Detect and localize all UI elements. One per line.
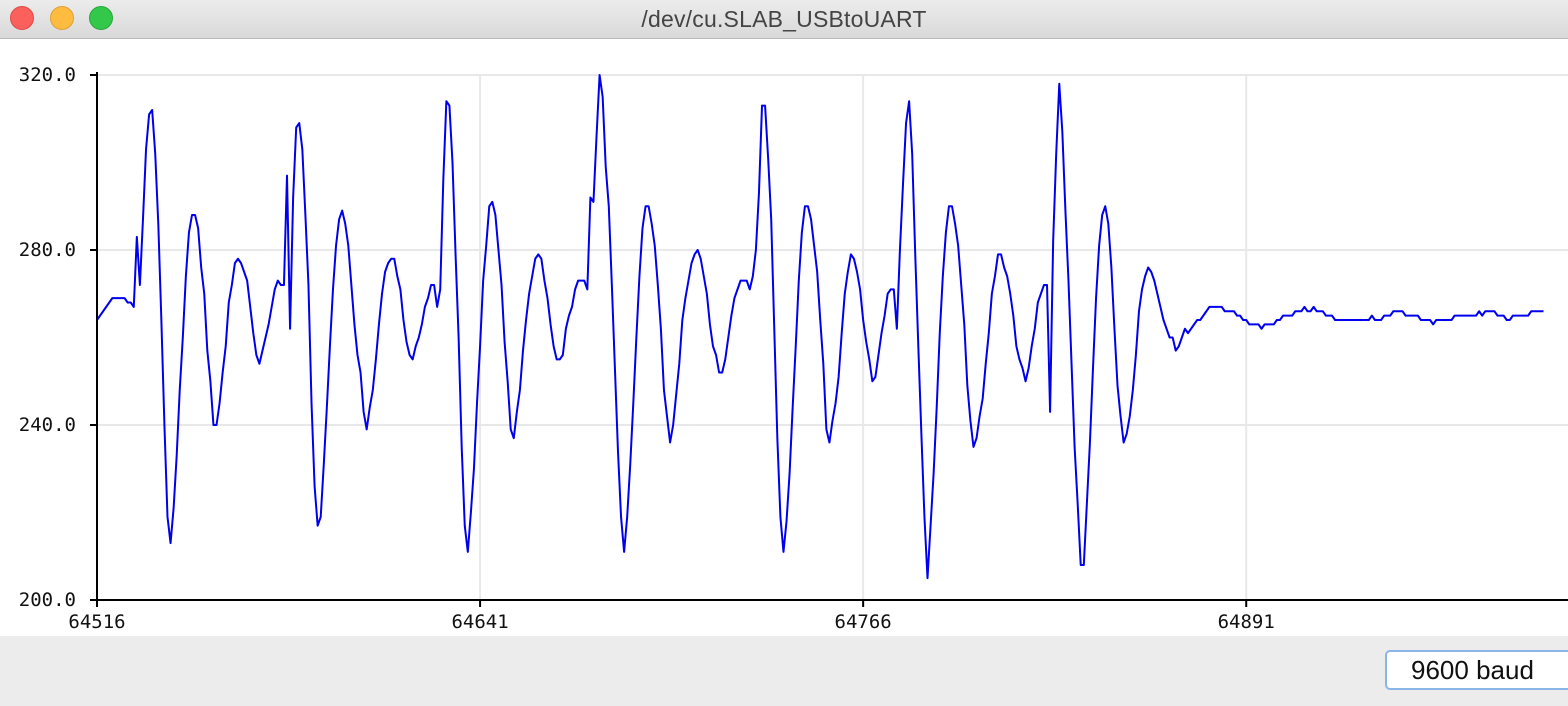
series-line (96, 74, 1544, 580)
status-bar: 9600 baud (0, 636, 1568, 706)
y-tick-label: 200.0 (19, 589, 76, 611)
zoom-window-button[interactable] (89, 6, 113, 30)
x-tick-label: 64641 (451, 611, 508, 633)
close-window-button[interactable] (10, 6, 34, 30)
minimize-window-button[interactable] (50, 6, 74, 30)
x-tick-label: 64516 (68, 611, 125, 633)
baud-rate-select[interactable]: 9600 baud (1385, 650, 1568, 690)
y-tick-label: 320.0 (19, 64, 76, 86)
tick-labels: 200.0 240.0 280.0 320.0 64516 64641 64766 64891 (19, 64, 1275, 633)
plot-area: 200.0 240.0 280.0 320.0 64516 64641 64766 64891 (0, 39, 1568, 636)
x-tick-label: 64766 (835, 611, 892, 633)
y-tick-label: 240.0 (19, 414, 76, 436)
window-titlebar: /dev/cu.SLAB_USBtoUART (0, 0, 1568, 39)
axes (90, 72, 1568, 607)
x-tick-label: 64891 (1218, 611, 1275, 633)
y-tick-label: 280.0 (19, 239, 76, 261)
series-layer (96, 74, 1544, 580)
window-title: /dev/cu.SLAB_USBtoUART (641, 6, 927, 32)
serial-plot-chart: 200.0 240.0 280.0 320.0 64516 64641 64766 64891 (19, 64, 1568, 633)
